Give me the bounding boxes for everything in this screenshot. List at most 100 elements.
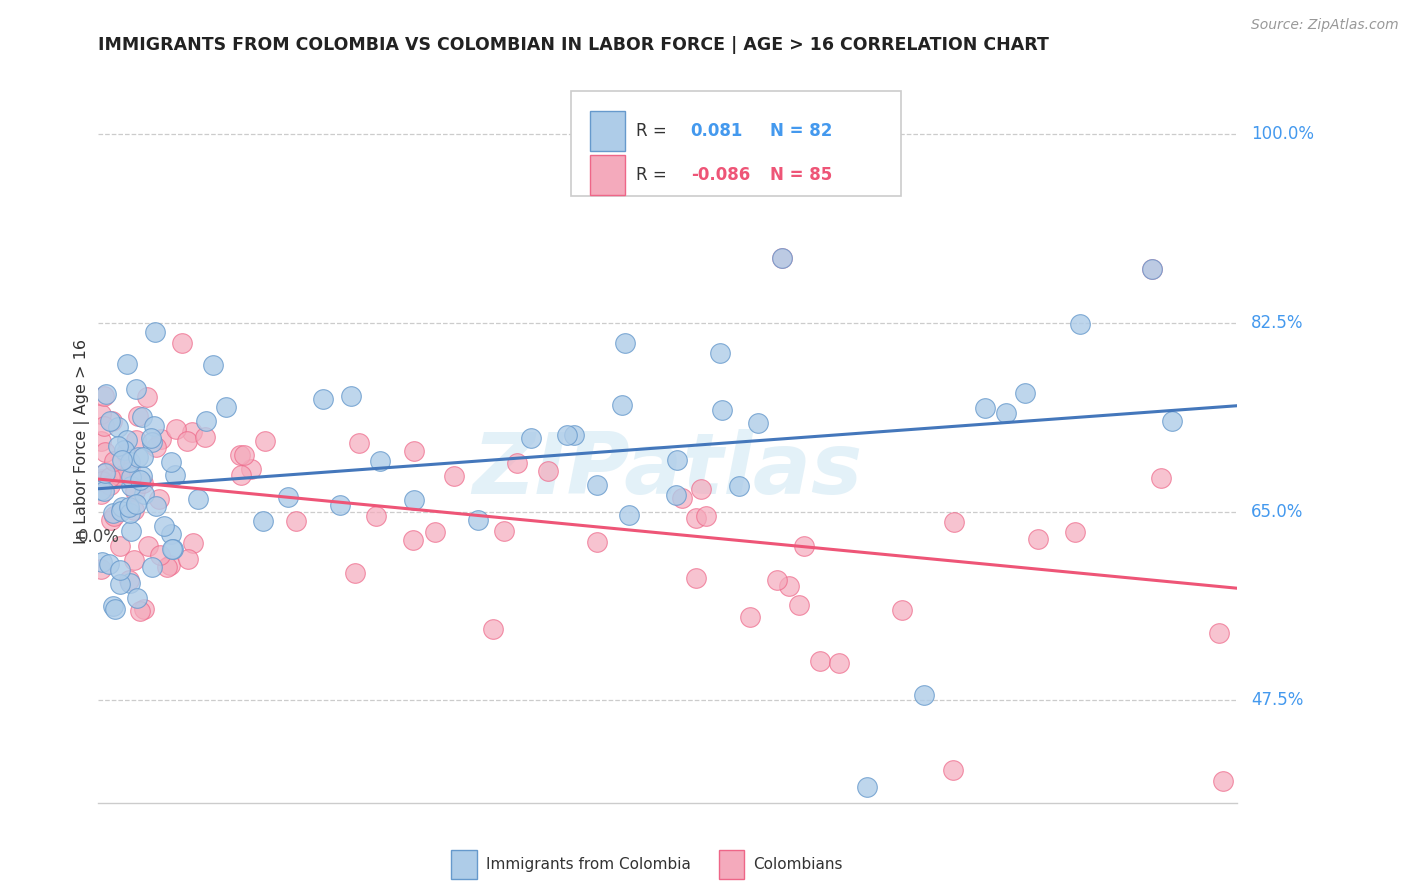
Point xyxy=(90,407,112,421)
Point xyxy=(685,511,707,525)
Point xyxy=(808,654,831,668)
Point xyxy=(194,430,217,444)
Text: R =: R = xyxy=(636,122,672,140)
Point xyxy=(90,472,112,486)
Point xyxy=(520,431,543,445)
Point xyxy=(93,484,115,499)
Point xyxy=(145,499,167,513)
Point xyxy=(229,467,252,482)
Point xyxy=(122,503,145,517)
Point xyxy=(107,420,129,434)
Point xyxy=(111,500,134,514)
Point xyxy=(143,418,166,433)
Point xyxy=(110,504,132,518)
Point xyxy=(101,506,124,520)
Point xyxy=(129,473,152,487)
Point xyxy=(127,409,149,423)
Point xyxy=(252,514,274,528)
Text: 0.081: 0.081 xyxy=(690,122,742,140)
Point xyxy=(90,487,112,501)
Point xyxy=(91,474,114,488)
Point xyxy=(942,515,965,529)
Point xyxy=(425,525,447,540)
Point xyxy=(610,398,633,412)
Point xyxy=(747,416,769,430)
Point xyxy=(100,414,122,428)
Point xyxy=(344,566,367,581)
Point xyxy=(770,251,793,265)
Point xyxy=(404,443,426,458)
Point xyxy=(555,428,578,442)
Point xyxy=(181,425,204,439)
Point xyxy=(110,469,132,483)
Point xyxy=(131,409,153,424)
Point xyxy=(492,524,515,539)
Point xyxy=(104,602,127,616)
Text: N = 82: N = 82 xyxy=(770,122,832,140)
Point xyxy=(215,400,238,414)
Bar xyxy=(451,850,477,879)
Point xyxy=(402,533,425,547)
Point xyxy=(103,508,125,523)
Point xyxy=(162,541,184,556)
Point xyxy=(125,382,148,396)
Point xyxy=(125,497,148,511)
Point xyxy=(117,357,139,371)
Point xyxy=(124,553,146,567)
Point xyxy=(141,559,163,574)
Text: IMMIGRANTS FROM COLOMBIA VS COLOMBIAN IN LABOR FORCE | AGE > 16 CORRELATION CHAR: IMMIGRANTS FROM COLOMBIA VS COLOMBIAN IN… xyxy=(98,36,1049,54)
Point xyxy=(689,483,711,497)
Point xyxy=(143,325,166,339)
Point xyxy=(183,536,205,550)
Point xyxy=(156,559,179,574)
Point xyxy=(160,455,183,469)
Point xyxy=(695,509,717,524)
Point xyxy=(149,548,172,562)
Text: 0.0%: 0.0% xyxy=(77,528,120,546)
Point xyxy=(115,433,138,447)
Point xyxy=(506,456,529,470)
Point xyxy=(240,462,263,476)
Point xyxy=(740,610,762,624)
Point xyxy=(482,622,505,636)
Point xyxy=(127,450,149,465)
Point xyxy=(159,558,181,572)
Bar xyxy=(591,155,624,194)
Bar xyxy=(591,111,624,151)
Point xyxy=(120,478,142,492)
Text: Colombians: Colombians xyxy=(754,856,842,871)
Point xyxy=(187,491,209,506)
Point xyxy=(995,406,1018,420)
Point xyxy=(1069,317,1091,331)
Point xyxy=(856,780,879,794)
Point xyxy=(120,524,142,538)
Point xyxy=(150,432,173,446)
Point xyxy=(1208,626,1230,640)
Point xyxy=(114,446,136,460)
Point xyxy=(1028,532,1050,546)
Point xyxy=(160,541,183,556)
Point xyxy=(349,435,371,450)
Point xyxy=(93,444,115,458)
Point xyxy=(1064,524,1087,539)
Text: 82.5%: 82.5% xyxy=(1251,314,1303,332)
Point xyxy=(131,469,153,483)
Point xyxy=(148,491,170,506)
Point xyxy=(132,475,155,490)
Point xyxy=(312,392,335,406)
Text: ZIPatlas: ZIPatlas xyxy=(472,429,863,512)
Point xyxy=(685,571,707,585)
Point xyxy=(132,601,155,615)
Point xyxy=(1212,774,1234,789)
Text: 100.0%: 100.0% xyxy=(1251,125,1315,144)
Point xyxy=(98,558,121,572)
Point xyxy=(108,563,131,577)
Bar xyxy=(718,850,744,879)
Point xyxy=(586,534,609,549)
Point xyxy=(617,508,640,523)
FancyBboxPatch shape xyxy=(571,91,901,196)
Point xyxy=(711,402,734,417)
Point xyxy=(139,431,162,445)
Point xyxy=(111,453,134,467)
Point xyxy=(177,552,200,566)
